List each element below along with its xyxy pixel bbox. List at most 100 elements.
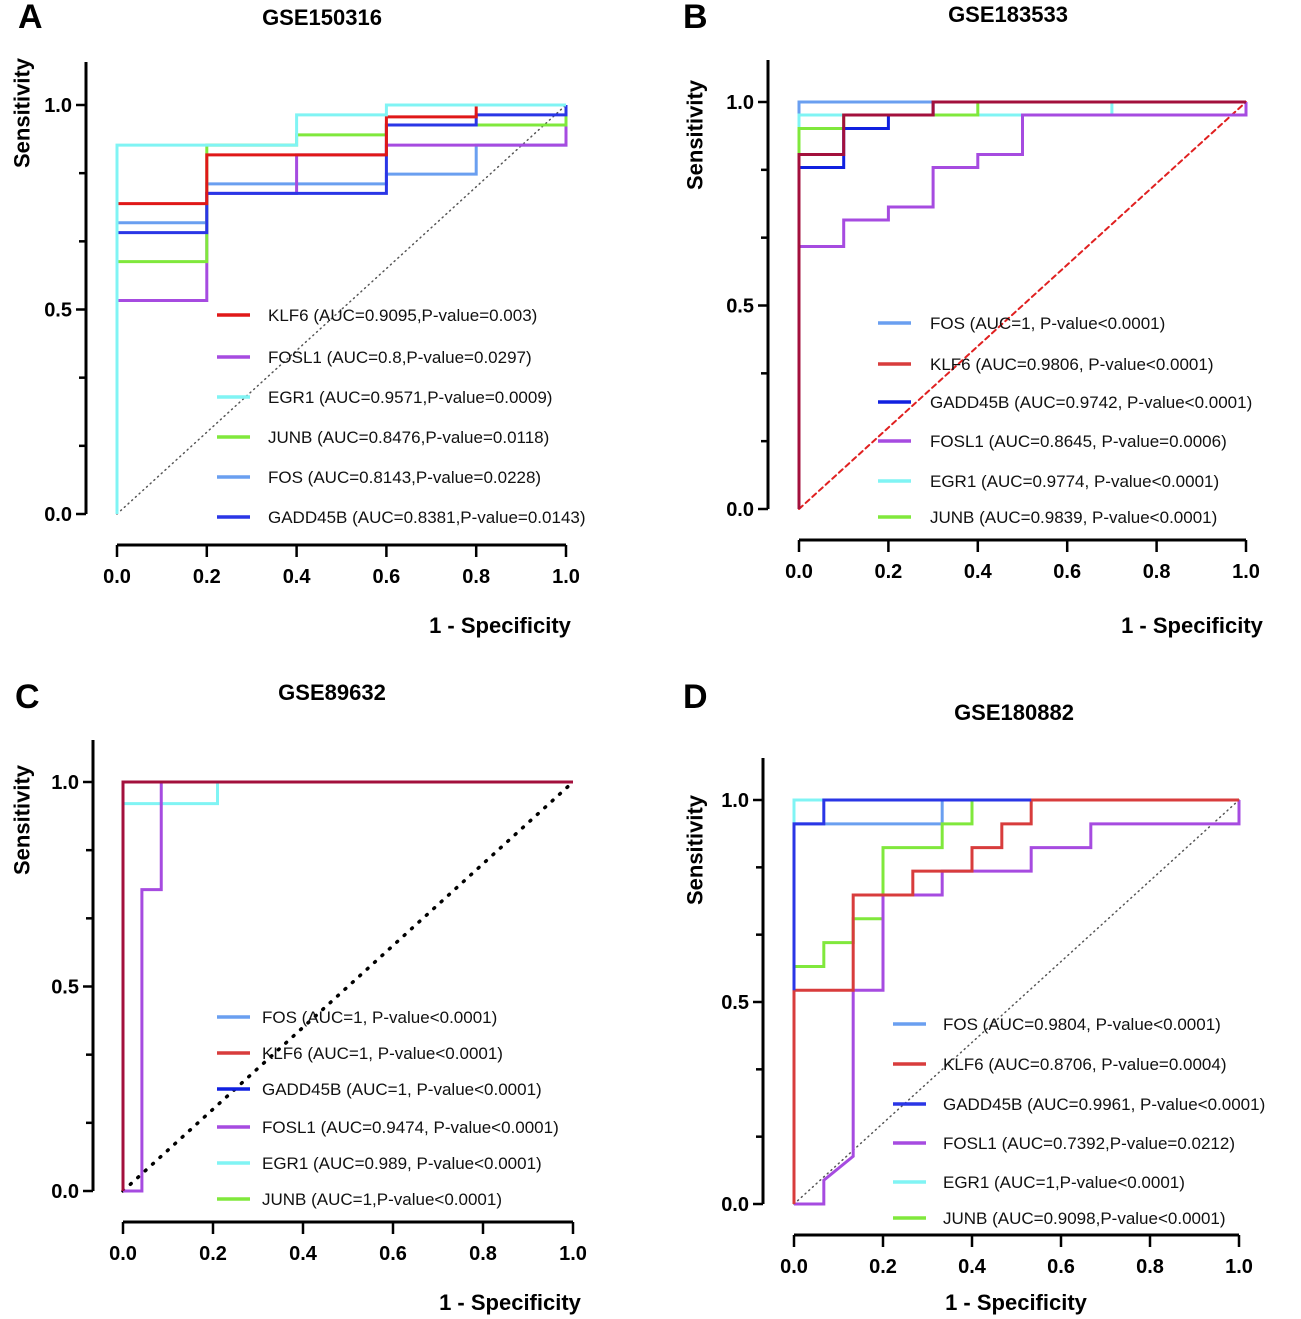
x-tick-label: 0.4 [283,566,312,588]
legend-label: FOSL1 (AUC=0.8645, P-value=0.0006) [930,432,1227,451]
legend-item-klf6: KLF6 (AUC=0.9806, P-value<0.0001) [878,355,1214,374]
roc-curve-egr1 [115,103,566,514]
panel-letter: B [683,0,708,36]
legend-item-gadd45b: GADD45B (AUC=1, P-value<0.0001) [217,1080,542,1099]
legend-item-junb: JUNB (AUC=0.8476,P-value=0.0118) [217,428,549,447]
legend-item-klf6: KLF6 (AUC=1, P-value<0.0001) [217,1044,503,1063]
x-tick-label: 1.0 [1232,561,1260,583]
legend-item-klf6: KLF6 (AUC=0.9095,P-value=0.003) [217,306,537,325]
x-tick-label: 0.2 [199,1243,227,1265]
legend-label: EGR1 (AUC=0.989, P-value<0.0001) [262,1154,542,1173]
x-tick-label: 0.2 [874,561,902,583]
legend-label: FOSL1 (AUC=0.7392,P-value=0.0212) [943,1134,1235,1153]
legend-item-fosl1: FOSL1 (AUC=0.8,P-value=0.0297) [217,348,532,367]
legend-item-fos: FOS (AUC=1, P-value<0.0001) [878,314,1165,333]
reference-diagonal-line [793,799,1240,1205]
legend-label: GADD45B (AUC=0.8381,P-value=0.0143) [268,508,586,527]
x-tick-label: 0.4 [964,561,993,583]
legend-item-fos: FOS (AUC=0.8143,P-value=0.0228) [217,468,541,487]
x-tick-label: 1.0 [559,1243,587,1265]
reference-diagonal-line [798,101,1247,510]
y-axis-label: Sensitivity [10,764,35,875]
x-tick-label: 0.0 [785,561,813,583]
legend-label: JUNB (AUC=1,P-value<0.0001) [262,1190,502,1209]
y-tick-label: 1.0 [721,790,749,812]
x-tick-label: 0.6 [379,1243,407,1265]
y-tick-label: 0.5 [44,300,72,322]
x-tick-label: 0.4 [289,1243,318,1265]
roc-curve-klf6 [797,100,1246,509]
panel-title: GSE183533 [948,2,1068,27]
x-axis-label: 1 - Specificity [1121,613,1264,638]
roc-curve-klf6 [792,798,1239,1204]
roc-curve-klf6 [121,780,573,1191]
legend-item-junb: JUNB (AUC=0.9098,P-value<0.0001) [893,1209,1226,1228]
x-axis-label: 1 - Specificity [945,1290,1088,1315]
y-tick-label: 0.5 [726,296,754,318]
legend-item-fos: FOS (AUC=1, P-value<0.0001) [217,1008,497,1027]
x-tick-label: 0.8 [1136,1256,1164,1278]
legend-item-fosl1: FOSL1 (AUC=0.8645, P-value=0.0006) [878,432,1227,451]
panel-letter: D [683,678,708,716]
x-tick-label: 0.8 [1143,561,1171,583]
legend-label: KLF6 (AUC=1, P-value<0.0001) [262,1044,503,1063]
y-tick-label: 0.5 [51,977,79,999]
legend-item-fosl1: FOSL1 (AUC=0.9474, P-value<0.0001) [217,1118,559,1137]
x-tick-label: 0.0 [780,1256,808,1278]
roc-curve-fosl1 [797,102,1248,509]
legend-label: FOSL1 (AUC=0.8,P-value=0.0297) [268,348,532,367]
x-axis-label: 1 - Specificity [429,613,572,638]
x-tick-label: 0.0 [103,566,131,588]
y-axis-label: Sensitivity [10,57,35,168]
y-tick-label: 0.0 [726,499,754,521]
x-tick-label: 0.8 [469,1243,497,1265]
legend-item-fosl1: FOSL1 (AUC=0.7392,P-value=0.0212) [893,1134,1235,1153]
legend-item-egr1: EGR1 (AUC=1,P-value<0.0001) [893,1173,1185,1192]
x-tick-label: 0.4 [958,1256,987,1278]
legend-label: GADD45B (AUC=1, P-value<0.0001) [262,1080,542,1099]
legend-label: FOS (AUC=0.9804, P-value<0.0001) [943,1015,1221,1034]
legend-label: GADD45B (AUC=0.9742, P-value<0.0001) [930,393,1252,412]
y-tick-label: 1.0 [726,92,754,114]
y-tick-label: 0.0 [721,1194,749,1216]
y-tick-label: 1.0 [51,772,79,794]
legend-item-junb: JUNB (AUC=1,P-value<0.0001) [217,1190,502,1209]
roc-curve-gadd45b [115,105,568,514]
x-tick-label: 0.6 [372,566,400,588]
x-tick-label: 0.6 [1053,561,1081,583]
x-tick-label: 0.6 [1047,1256,1075,1278]
legend-label: EGR1 (AUC=0.9774, P-value<0.0001) [930,472,1219,491]
legend-label: FOS (AUC=1, P-value<0.0001) [930,314,1165,333]
legend-label: JUNB (AUC=0.8476,P-value=0.0118) [268,428,549,447]
legend-label: JUNB (AUC=0.9839, P-value<0.0001) [930,508,1217,527]
reference-diagonal-line [121,780,575,1193]
legend-item-klf6: KLF6 (AUC=0.8706, P-value=0.0004) [893,1055,1227,1074]
y-tick-label: 0.0 [44,504,72,526]
panel-title: GSE150316 [262,5,382,30]
legend-item-gadd45b: GADD45B (AUC=0.9742, P-value<0.0001) [878,393,1252,412]
roc-curve-klf6 [115,103,566,514]
x-tick-label: 1.0 [552,566,580,588]
y-tick-label: 0.0 [51,1181,79,1203]
reference-diagonal-line [116,104,567,515]
legend-label: FOSL1 (AUC=0.9474, P-value<0.0001) [262,1118,559,1137]
legend-label: JUNB (AUC=0.9098,P-value<0.0001) [943,1209,1226,1228]
legend-label: GADD45B (AUC=0.9961, P-value<0.0001) [943,1095,1265,1114]
legend-item-gadd45b: GADD45B (AUC=0.9961, P-value<0.0001) [893,1095,1265,1114]
roc-panel-d: D GSE180882 Sensitivity 1 - Specificity 0.0 0… [683,678,1266,1315]
roc-panel-a: A GSE150316 Sensitivity 1 - Specificity 0.0 0… [10,0,586,638]
legend-item-egr1: EGR1 (AUC=0.9774, P-value<0.0001) [878,472,1219,491]
x-tick-label: 0.2 [869,1256,897,1278]
legend-item-egr1: EGR1 (AUC=0.9571,P-value=0.0009) [217,388,552,407]
legend-label: KLF6 (AUC=0.9806, P-value<0.0001) [930,355,1214,374]
x-tick-label: 0.0 [109,1243,137,1265]
y-tick-label: 0.5 [721,992,749,1014]
x-tick-label: 0.8 [462,566,490,588]
x-axis-label: 1 - Specificity [439,1290,582,1315]
legend-label: EGR1 (AUC=1,P-value<0.0001) [943,1173,1185,1192]
roc-panel-c: C GSE89632 Sensitivity 1 - Specificity 0.0 0.… [10,678,587,1315]
x-tick-label: 1.0 [1225,1256,1253,1278]
roc-panel-b: B GSE183533 Sensitivity 1 - Specificity 0.0 0… [683,0,1264,638]
legend-item-fos: FOS (AUC=0.9804, P-value<0.0001) [893,1015,1221,1034]
